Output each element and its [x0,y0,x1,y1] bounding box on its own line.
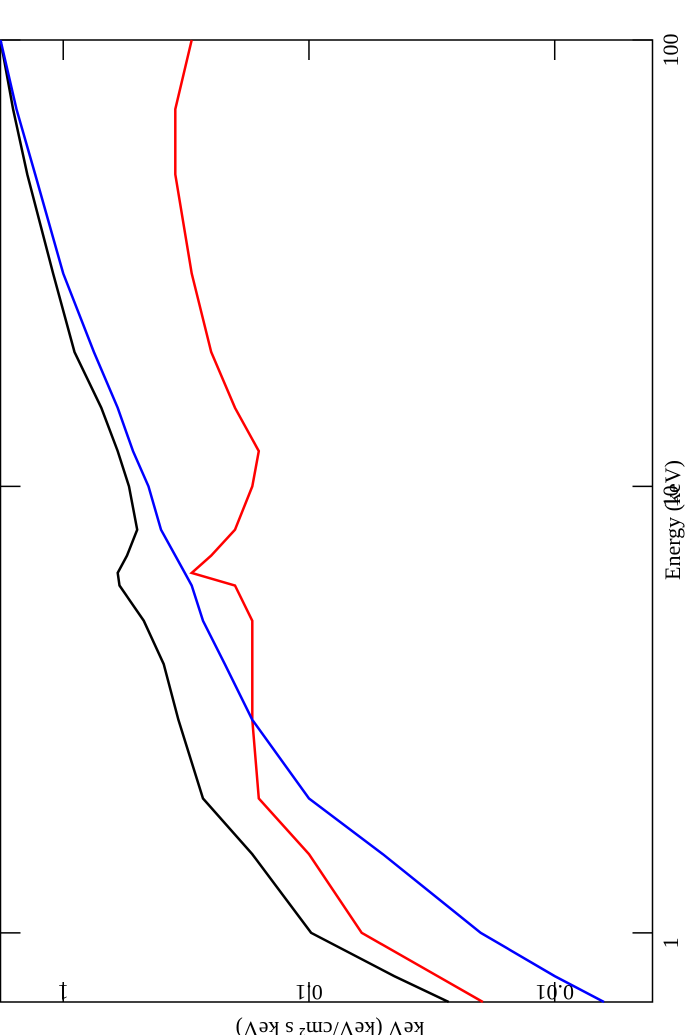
x-axis-title: Energy (keV) [660,460,685,580]
series-line [0,39,450,1004]
plot-frame [0,39,654,1003]
series-line [0,39,605,1004]
x-tick-label: 10 [658,485,683,507]
x-tick-label: 1 [658,937,683,948]
x-tick-label: 100 [658,34,683,67]
y-tick-label: 1 [58,980,69,1005]
y-tick-label: 0.1 [295,980,323,1005]
y-axis-title: keV (keV/cm² s keV) [236,1017,425,1035]
series-line [174,39,484,1004]
